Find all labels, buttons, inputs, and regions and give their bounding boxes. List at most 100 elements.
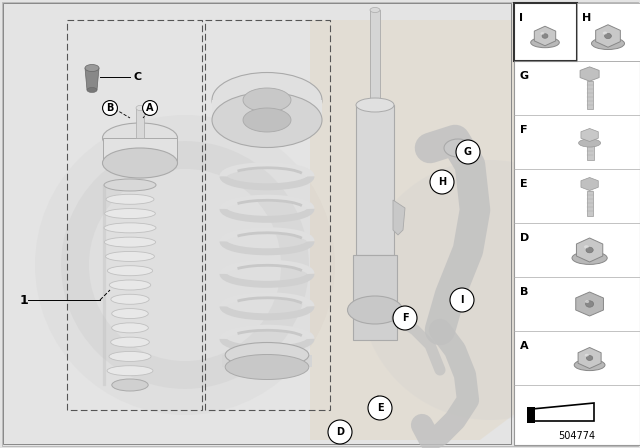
Ellipse shape (104, 179, 156, 191)
Text: D: D (336, 427, 344, 437)
Circle shape (360, 160, 620, 420)
Ellipse shape (102, 148, 177, 178)
Ellipse shape (225, 354, 309, 379)
Text: A: A (147, 103, 154, 113)
Bar (370, 10, 380, 105)
Text: G: G (520, 71, 529, 81)
Ellipse shape (106, 194, 154, 204)
Polygon shape (581, 177, 598, 190)
Ellipse shape (108, 180, 152, 190)
Ellipse shape (591, 38, 625, 49)
Ellipse shape (104, 209, 156, 219)
Text: B: B (106, 103, 114, 113)
Ellipse shape (225, 343, 309, 367)
Ellipse shape (370, 8, 380, 13)
Text: H: H (582, 13, 591, 23)
Bar (514, 3, 640, 445)
Bar (356, 105, 394, 255)
Text: E: E (520, 179, 527, 189)
Text: A: A (520, 341, 529, 351)
Circle shape (430, 170, 454, 194)
Circle shape (368, 396, 392, 420)
Ellipse shape (87, 87, 97, 92)
Text: F: F (402, 313, 408, 323)
Text: H: H (438, 177, 446, 187)
Ellipse shape (542, 34, 548, 38)
Bar (3, 3, 511, 444)
Bar (587, 143, 594, 160)
Polygon shape (310, 20, 640, 440)
Text: 1: 1 (20, 293, 29, 306)
Bar (353, 255, 397, 340)
Ellipse shape (579, 139, 600, 147)
Bar (136, 108, 144, 138)
Ellipse shape (243, 88, 291, 112)
Bar (514, 3, 577, 61)
Polygon shape (577, 238, 603, 262)
Circle shape (35, 115, 335, 415)
Ellipse shape (586, 247, 593, 253)
Ellipse shape (108, 266, 153, 276)
Circle shape (328, 420, 352, 444)
Ellipse shape (111, 294, 149, 304)
Bar (587, 81, 593, 109)
Text: F: F (520, 125, 527, 135)
Ellipse shape (356, 98, 394, 112)
Ellipse shape (111, 323, 148, 333)
Ellipse shape (212, 92, 322, 147)
Text: 504774: 504774 (559, 431, 596, 441)
Ellipse shape (85, 65, 99, 72)
Ellipse shape (572, 252, 607, 264)
Polygon shape (581, 129, 598, 142)
Circle shape (392, 310, 408, 326)
Ellipse shape (603, 31, 607, 34)
Polygon shape (534, 26, 556, 46)
Circle shape (393, 306, 417, 330)
Ellipse shape (212, 73, 322, 128)
Bar (103, 138, 177, 163)
Ellipse shape (107, 366, 153, 376)
Polygon shape (85, 68, 99, 90)
Ellipse shape (540, 32, 545, 34)
Polygon shape (578, 348, 601, 369)
Ellipse shape (102, 123, 177, 153)
Ellipse shape (348, 296, 403, 324)
Bar (205, 20, 330, 410)
Ellipse shape (104, 223, 156, 233)
Ellipse shape (586, 356, 593, 361)
Ellipse shape (112, 379, 148, 391)
Bar (587, 191, 593, 216)
Ellipse shape (605, 33, 611, 39)
Ellipse shape (104, 237, 156, 247)
Ellipse shape (112, 309, 148, 319)
Text: D: D (520, 233, 529, 243)
Ellipse shape (586, 301, 594, 307)
Ellipse shape (444, 139, 472, 157)
Ellipse shape (531, 37, 559, 47)
Circle shape (456, 140, 480, 164)
Polygon shape (596, 25, 620, 47)
Text: E: E (377, 403, 383, 413)
Polygon shape (580, 67, 599, 81)
Ellipse shape (109, 351, 151, 362)
Ellipse shape (111, 337, 149, 347)
Text: C: C (134, 72, 142, 82)
Text: G: G (464, 147, 472, 157)
Bar (527, 407, 535, 423)
Text: I: I (519, 13, 523, 23)
Ellipse shape (136, 105, 144, 111)
Bar (577, 3, 640, 61)
Bar (222, 355, 312, 367)
Text: B: B (520, 287, 529, 297)
Polygon shape (576, 292, 604, 316)
Ellipse shape (585, 354, 589, 357)
Polygon shape (532, 403, 594, 421)
Ellipse shape (584, 245, 589, 248)
Bar (67, 20, 202, 410)
Ellipse shape (574, 359, 605, 370)
Ellipse shape (109, 280, 151, 290)
Circle shape (450, 288, 474, 312)
Bar (212, 100, 322, 120)
Ellipse shape (106, 251, 154, 262)
Ellipse shape (585, 300, 589, 303)
